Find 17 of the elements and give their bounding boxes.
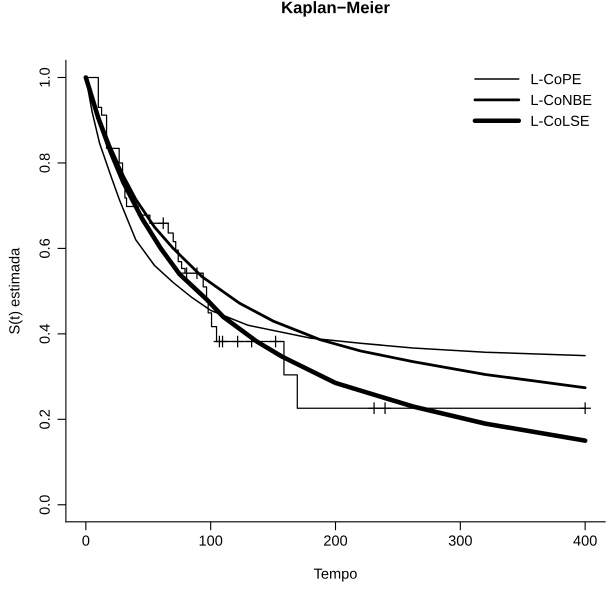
x-axis-title: Tempo	[314, 568, 357, 582]
y-tick-label: 1.0	[39, 68, 50, 87]
x-tick-label: 200	[324, 535, 348, 546]
y-tick-label: 0.4	[39, 324, 50, 344]
x-tick-label: 300	[448, 535, 472, 546]
legend-label: L-CoPE	[532, 74, 581, 84]
y-tick-label: 0.6	[39, 238, 50, 258]
y-tick-label: 0.8	[39, 153, 50, 173]
legend-label: L-CoLSE	[532, 116, 589, 126]
x-tick-label: 100	[200, 535, 222, 546]
y-axis-title: S(t) estimada	[8, 248, 22, 334]
legend-label: L-CoNBE	[532, 94, 592, 106]
x-tick-label: 400	[573, 535, 597, 546]
y-tick-label: 0.0	[39, 495, 50, 514]
chart-title: Kaplan−Meier	[282, 1, 390, 17]
y-tick-label: 0.2	[39, 410, 50, 429]
x-tick-label: 0	[82, 535, 90, 546]
